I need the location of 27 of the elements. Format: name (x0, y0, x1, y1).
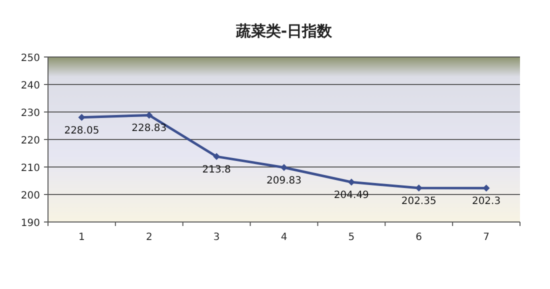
chart-title: 蔬菜类-日指数 (234, 22, 334, 40)
y-tick-label: 190 (20, 218, 40, 229)
data-label: 202.35 (401, 196, 436, 208)
point (146, 112, 153, 119)
data-label: 228.05 (64, 125, 100, 136)
point (348, 178, 355, 186)
point (482, 184, 490, 192)
x-tick-label: 3 (213, 232, 220, 243)
x-tick-label: 1 (78, 232, 85, 243)
x-tick-label: 6 (416, 232, 422, 243)
y-tick-label: 200 (20, 190, 40, 202)
x-tick-label: 4 (280, 232, 288, 243)
x-tick-label: 2 (146, 232, 152, 243)
y-tick-label: 210 (20, 163, 40, 174)
data-label: 202.3 (472, 196, 501, 208)
point (280, 164, 288, 171)
data-label: 213.8 (202, 164, 231, 176)
point (415, 184, 422, 192)
data-label: 228.83 (132, 123, 167, 134)
x-tick-label: 7 (483, 232, 490, 243)
data-label: 209.83 (266, 175, 302, 186)
y-tick-label: 240 (20, 80, 40, 92)
y-tick-label: 250 (20, 53, 40, 64)
point (213, 153, 220, 160)
x-tick-label: 5 (348, 232, 355, 243)
y-tick-label: 230 (20, 108, 40, 119)
y-tick-label: 220 (20, 136, 40, 146)
